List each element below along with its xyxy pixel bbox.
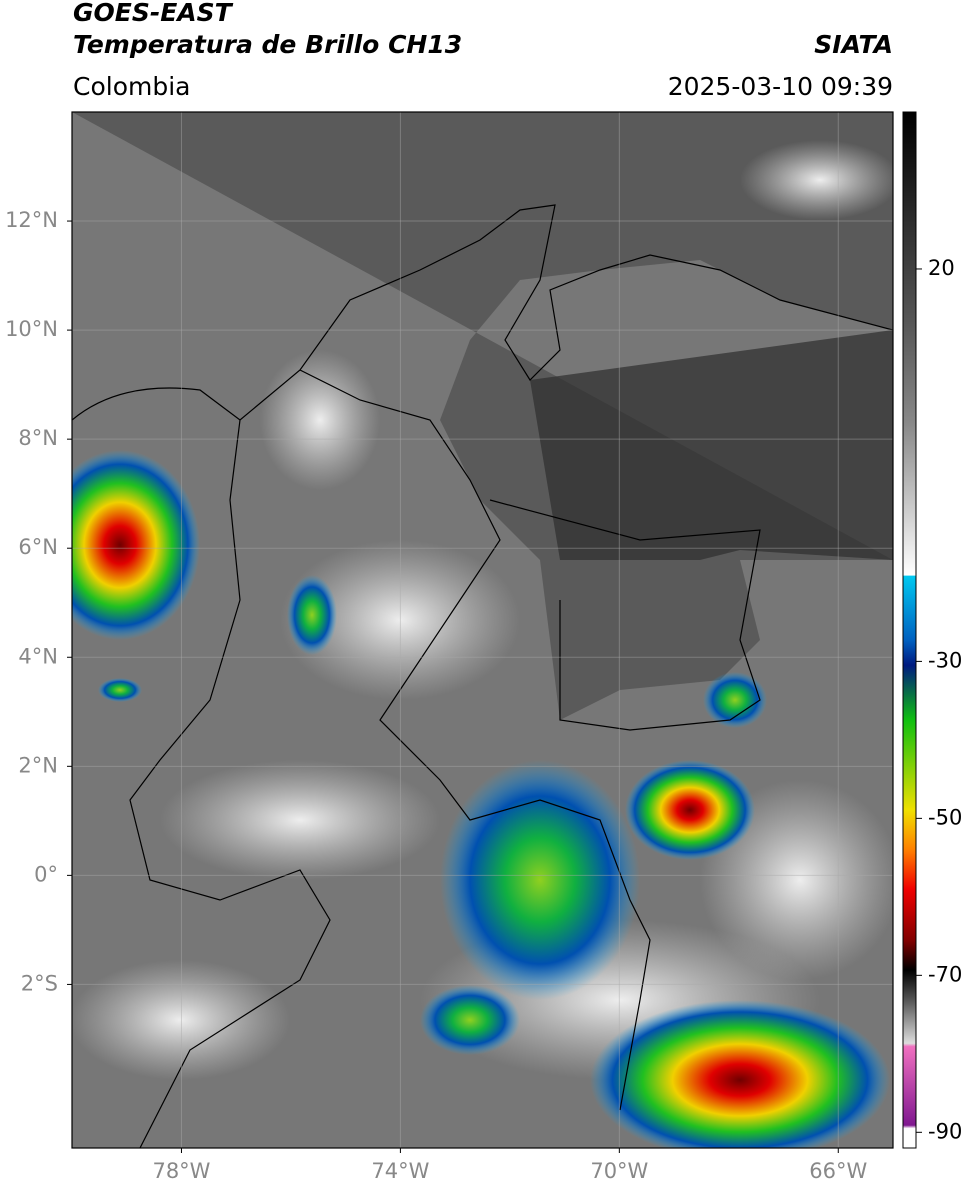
x-tick-label: 74°W xyxy=(371,1159,429,1183)
y-tick-label: 2°S xyxy=(21,971,58,995)
colorbar-tick-label: -90 xyxy=(928,1119,962,1143)
y-tick-label: 2°N xyxy=(18,753,58,777)
colorbar-tick-label: -70 xyxy=(928,962,962,986)
subtitle: Temperatura de Brillo CH13 xyxy=(73,30,462,59)
y-tick-label: 0° xyxy=(34,862,58,886)
y-tick-label: 6°N xyxy=(18,535,58,559)
y-tick-label: 12°N xyxy=(5,208,58,232)
colorbar-tick-label: -30 xyxy=(928,648,962,672)
colorbar-ticks: 20 -30 -50 -70 -90 xyxy=(916,256,962,1143)
x-tick-label: 70°W xyxy=(590,1159,648,1183)
title: GOES-EAST xyxy=(73,0,234,27)
y-tick-label: 10°N xyxy=(5,317,58,341)
x-tick-label: 66°W xyxy=(809,1159,867,1183)
source: SIATA xyxy=(814,30,893,59)
colorbar xyxy=(902,111,917,1149)
map-frame xyxy=(71,111,894,1149)
y-tick-label: 4°N xyxy=(18,644,58,668)
x-tick-label: 78°W xyxy=(152,1159,210,1183)
satellite-image xyxy=(72,112,893,1148)
y-tick-label: 8°N xyxy=(18,426,58,450)
graticule xyxy=(67,112,893,1153)
colorbar-tick-label: -50 xyxy=(928,805,962,829)
timestamp: 2025-03-10 09:39 xyxy=(668,72,893,101)
colorbar-tick-label: 20 xyxy=(928,256,955,280)
region: Colombia xyxy=(73,72,190,101)
